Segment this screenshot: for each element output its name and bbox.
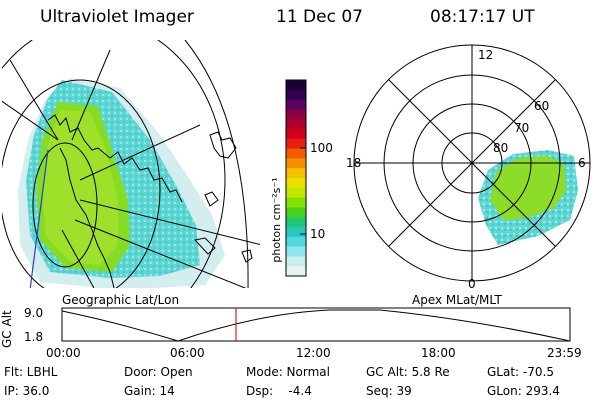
glon-label: GLon: 293.4 <box>487 384 560 398</box>
colorbar-swatch <box>286 227 306 238</box>
timeline-xtick-2: 12:00 <box>296 346 331 360</box>
colorbar-swatch <box>286 236 306 248</box>
colorbar-swatches <box>286 80 306 277</box>
longitude-grid <box>2 49 260 288</box>
lat-label-70: 70 <box>514 121 529 135</box>
ip-label: IP: 36.0 <box>4 384 50 398</box>
colorbar-swatch <box>286 80 306 91</box>
colorbar-swatch <box>286 129 306 140</box>
mlt-label-6: 6 <box>578 156 586 170</box>
gc-alt-label: GC Alt: 5.8 Re <box>366 365 450 379</box>
time-label: 08:17:17 UT <box>430 7 535 27</box>
colorbar-swatch <box>286 178 306 189</box>
timeline-plot <box>61 307 571 342</box>
geographic-map <box>2 40 260 288</box>
glat-label: GLat: -70.5 <box>487 365 554 379</box>
timeline-ytick-min: 1.8 <box>24 330 44 344</box>
colorbar-swatch <box>286 119 306 130</box>
colorbar-swatch <box>286 246 306 257</box>
colorbar-swatch <box>286 99 306 110</box>
colorbar-swatch <box>286 217 306 228</box>
colorbar-swatch <box>286 256 306 267</box>
mode-label: Mode: Normal <box>246 365 330 379</box>
app-title: Ultraviolet Imager <box>40 7 194 27</box>
lat-label-60: 60 <box>534 99 549 113</box>
timeline-ytick-max: 9.0 <box>24 306 44 320</box>
polar-grid <box>353 44 591 282</box>
timeline-frame <box>61 307 571 342</box>
colorbar-tick-100: 100 <box>310 141 333 155</box>
seq-label: Seq: 39 <box>366 384 412 398</box>
altitude-curve <box>61 309 571 342</box>
polar-plot: 12 18 6 0 60 70 80 <box>346 44 591 291</box>
colorbar-unit-label: photon cm⁻²s⁻¹ <box>270 177 283 262</box>
dsp-label: Dsp: -4.4 <box>246 384 312 398</box>
mlt-label-18: 18 <box>346 156 361 170</box>
colorbar-swatch <box>286 89 306 101</box>
colorbar-swatch <box>286 158 306 169</box>
colorbar-swatch <box>286 266 306 277</box>
right-panel-caption: Apex MLat/MLT <box>412 293 502 307</box>
mlt-label-0: 0 <box>468 277 476 291</box>
colorbar-swatch <box>286 187 306 199</box>
flt-label: Flt: LBHL <box>4 365 58 379</box>
timeline-xtick-0: 00:00 <box>46 346 81 360</box>
colorbar-tick-10: 10 <box>310 227 326 241</box>
colorbar-swatch <box>286 168 306 179</box>
mlt-label-12: 12 <box>478 48 493 62</box>
colorbar-swatch <box>286 148 306 159</box>
colorbar-swatch <box>286 197 306 208</box>
timeline-xtick-3: 18:00 <box>421 346 456 360</box>
coastline <box>47 114 253 288</box>
date-label: 11 Dec 07 <box>276 7 363 27</box>
timeline-xtick-1: 06:00 <box>170 346 205 360</box>
door-label: Door: Open <box>124 365 193 379</box>
left-panel-caption: Geographic Lat/Lon <box>62 293 180 307</box>
lat-label-80: 80 <box>493 141 508 155</box>
terminator-line <box>29 149 49 288</box>
colorbar: photon cm⁻²s⁻¹ <box>270 79 307 277</box>
colorbar-swatch <box>286 109 306 120</box>
colorbar-swatch <box>286 138 306 150</box>
timeline-xtick-4: 23:59 <box>547 346 582 360</box>
colorbar-swatch <box>286 207 306 218</box>
aurora-blob-green <box>490 156 566 220</box>
gain-label: Gain: 14 <box>124 384 175 398</box>
